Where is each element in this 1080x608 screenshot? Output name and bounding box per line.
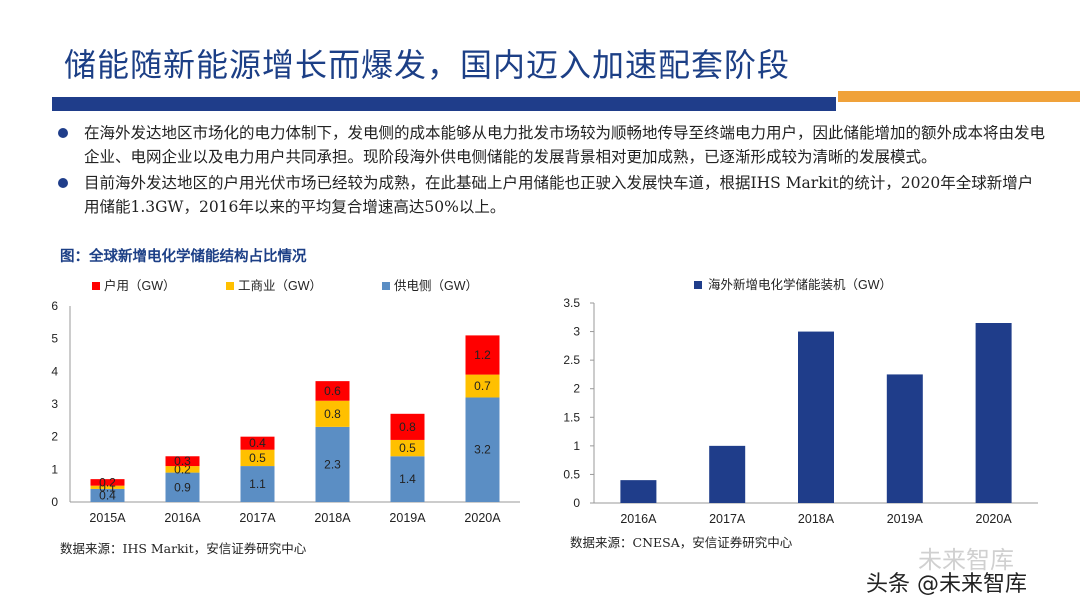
data-label: 0.8 [324, 407, 341, 421]
bar-segment [165, 466, 200, 473]
bullet-item: 目前海外发达地区的户用光伏市场已经较为成熟，在此基础上户用储能也正驶入发展快车道… [58, 171, 1048, 219]
data-label: 1.1 [249, 477, 266, 491]
x-tick-label: 2015A [89, 511, 126, 525]
x-tick-label: 2020A [464, 511, 501, 525]
bar-segment [315, 381, 350, 401]
bar-segment [315, 400, 350, 427]
bullet-dot-icon [58, 178, 68, 188]
y-tick-label: 0.5 [563, 467, 580, 481]
legend-swatch [92, 282, 100, 290]
bar [886, 374, 923, 503]
bar-segment [165, 472, 200, 502]
bullet-item: 在海外发达地区市场化的电力体制下，发电侧的成本能够从电力批发市场较为顺畅地传导至… [58, 121, 1048, 169]
title-underline-blue [52, 97, 836, 111]
data-label: 0.9 [174, 480, 191, 494]
bar-segment [240, 466, 275, 502]
stacked-bar-chart: 01234560.40.10.22015A0.90.20.32016A1.10.… [51, 278, 520, 525]
x-tick-label: 2016A [620, 512, 657, 526]
bullet-list: 在海外发达地区市场化的电力体制下，发电侧的成本能够从电力批发市场较为顺畅地传导至… [58, 121, 1048, 221]
x-tick-label: 2016A [164, 511, 201, 525]
title-underline-orange [838, 91, 1080, 102]
watermark-bottom: 头条 @未来智库 [866, 572, 1027, 597]
bar [798, 331, 834, 503]
y-tick-label: 0 [51, 495, 58, 509]
data-label: 0.8 [399, 420, 416, 434]
legend-swatch [226, 282, 234, 290]
bar-segment [240, 436, 275, 450]
bar-chart: 0 0.5 1 1.5 2 2.5 3 3.5 2016A 2017A 2018A 2019A 2020… [563, 277, 1038, 526]
bar-segment [90, 488, 125, 502]
y-tick-label: 5 [51, 332, 58, 346]
bullet-text: 在海外发达地区市场化的电力体制下，发电侧的成本能够从电力批发市场较为顺畅地传导至… [84, 124, 1046, 166]
bar-segment [90, 485, 125, 489]
bar-segment [90, 479, 125, 486]
x-tick-label: 2020A [976, 512, 1013, 526]
data-label: 0.5 [399, 441, 416, 455]
bar-segment [390, 439, 425, 457]
bar-segment [240, 449, 275, 467]
bar [709, 445, 746, 503]
y-tick-label: 2.5 [563, 353, 580, 367]
x-tick-label: 2018A [314, 511, 351, 525]
y-tick-label: 1 [51, 462, 58, 476]
x-tick-label: 2019A [389, 511, 426, 525]
y-tick-label: 4 [51, 364, 58, 378]
bullet-dot-icon [58, 128, 68, 138]
y-tick-label: 1 [573, 439, 580, 453]
bar [975, 323, 1012, 503]
bar-segment [165, 456, 200, 467]
legend-swatch [382, 282, 390, 290]
bar-segment [465, 335, 500, 375]
bar-segment [390, 413, 425, 440]
data-label: 3.2 [474, 443, 491, 457]
watermark: 未来智库 [918, 546, 1014, 574]
data-label: 0.7 [474, 379, 491, 393]
data-label: 0.2 [99, 475, 116, 489]
bar-segment [390, 456, 425, 502]
source-note-left: 数据来源：IHS Markit，安信证券研究中心 [60, 541, 307, 556]
source-note-right: 数据来源：CNESA，安信证券研究中心 [570, 535, 793, 550]
data-label: 2.3 [324, 457, 341, 471]
y-tick-label: 3 [51, 397, 58, 411]
legend-label: 工商业（GW） [238, 278, 322, 293]
bar-segment [465, 397, 500, 502]
bullet-text: 目前海外发达地区的户用光伏市场已经较为成熟，在此基础上户用储能也正驶入发展快车道… [84, 174, 1034, 216]
x-tick-label: 2017A [709, 512, 746, 526]
bar-segment [315, 426, 350, 502]
data-label: 0.4 [99, 488, 116, 502]
legend-label: 供电侧（GW） [394, 279, 478, 293]
bar-segment [465, 374, 500, 398]
legend-swatch [694, 281, 702, 289]
legend-label: 海外新增电化学储能装机（GW） [708, 277, 892, 292]
y-tick-label: 3 [573, 325, 580, 339]
y-tick-label: 2 [51, 430, 58, 444]
data-label: 0.3 [174, 454, 191, 468]
y-tick-label: 0 [573, 496, 580, 510]
page-title: 储能随新能源增长而爆发，国内迈入加速配套阶段 [64, 46, 791, 84]
data-label: 0.6 [324, 384, 341, 398]
legend-label: 户用（GW） [104, 278, 176, 293]
y-tick-label: 6 [51, 299, 58, 313]
y-tick-label: 3.5 [563, 296, 580, 310]
y-tick-label: 1.5 [563, 410, 580, 424]
data-label: 0.5 [249, 451, 266, 465]
x-tick-label: 2019A [887, 512, 924, 526]
data-label: 1.4 [399, 472, 416, 486]
data-label: 0.4 [249, 436, 266, 450]
bar [620, 480, 657, 503]
x-tick-label: 2017A [239, 511, 276, 525]
data-label: 1.2 [474, 348, 491, 362]
figure-caption: 图：全球新增电化学储能结构占比情况 [60, 249, 307, 265]
y-tick-label: 2 [573, 382, 580, 396]
x-tick-label: 2018A [798, 512, 835, 526]
